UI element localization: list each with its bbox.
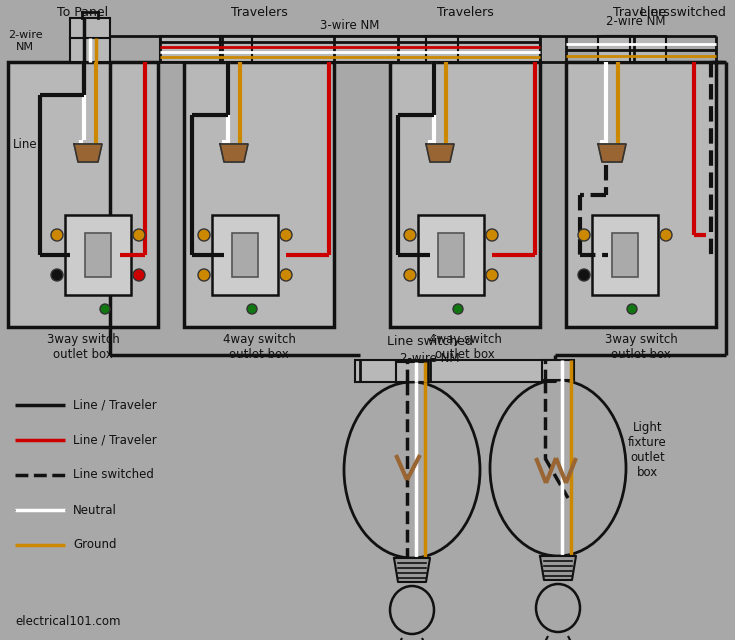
FancyBboxPatch shape xyxy=(212,215,278,295)
FancyBboxPatch shape xyxy=(598,36,630,62)
FancyBboxPatch shape xyxy=(85,233,111,277)
FancyBboxPatch shape xyxy=(542,360,574,380)
Circle shape xyxy=(453,304,463,314)
Text: Neutral: Neutral xyxy=(73,504,117,516)
Circle shape xyxy=(660,229,672,241)
Text: Line: Line xyxy=(13,138,37,152)
FancyBboxPatch shape xyxy=(396,362,428,382)
Text: 4way switch
outlet box: 4way switch outlet box xyxy=(429,333,501,361)
Circle shape xyxy=(51,269,63,281)
Text: Line / Traveler: Line / Traveler xyxy=(73,433,157,447)
Circle shape xyxy=(404,269,416,281)
Polygon shape xyxy=(426,144,454,162)
Text: Travelers: Travelers xyxy=(231,6,287,19)
Text: Light
fixture
outlet
box: Light fixture outlet box xyxy=(628,421,667,479)
Text: Ground: Ground xyxy=(73,538,117,552)
Polygon shape xyxy=(598,144,626,162)
Text: To Panel: To Panel xyxy=(57,6,109,19)
Circle shape xyxy=(578,269,590,281)
FancyBboxPatch shape xyxy=(220,36,252,62)
Text: Travelers: Travelers xyxy=(613,6,670,19)
FancyBboxPatch shape xyxy=(232,233,258,277)
Text: Line switched: Line switched xyxy=(640,6,726,19)
FancyBboxPatch shape xyxy=(355,360,555,382)
Polygon shape xyxy=(394,558,430,582)
Circle shape xyxy=(51,229,63,241)
Text: 3way switch
outlet box: 3way switch outlet box xyxy=(605,333,678,361)
Circle shape xyxy=(247,304,257,314)
FancyBboxPatch shape xyxy=(65,215,131,295)
FancyBboxPatch shape xyxy=(438,233,464,277)
Text: Line switched: Line switched xyxy=(387,335,473,348)
FancyBboxPatch shape xyxy=(70,38,110,62)
FancyBboxPatch shape xyxy=(70,18,110,40)
Circle shape xyxy=(280,229,292,241)
FancyBboxPatch shape xyxy=(566,62,716,327)
FancyBboxPatch shape xyxy=(418,215,484,295)
Circle shape xyxy=(198,269,210,281)
Circle shape xyxy=(578,229,590,241)
Circle shape xyxy=(404,229,416,241)
Text: Line switched: Line switched xyxy=(73,468,154,481)
FancyBboxPatch shape xyxy=(184,62,334,327)
Polygon shape xyxy=(540,556,576,580)
Circle shape xyxy=(486,269,498,281)
FancyBboxPatch shape xyxy=(612,233,638,277)
FancyBboxPatch shape xyxy=(606,36,666,62)
Circle shape xyxy=(627,304,637,314)
Text: 2-wire
NM: 2-wire NM xyxy=(8,30,43,52)
FancyBboxPatch shape xyxy=(8,62,158,327)
Circle shape xyxy=(100,304,110,314)
FancyBboxPatch shape xyxy=(390,62,540,327)
Circle shape xyxy=(280,269,292,281)
Text: electrical101.com: electrical101.com xyxy=(15,615,121,628)
Text: Travelers: Travelers xyxy=(437,6,493,19)
FancyBboxPatch shape xyxy=(160,36,540,62)
Text: 3way switch
outlet box: 3way switch outlet box xyxy=(46,333,119,361)
Text: Line / Traveler: Line / Traveler xyxy=(73,399,157,412)
FancyBboxPatch shape xyxy=(426,36,458,62)
FancyBboxPatch shape xyxy=(592,215,658,295)
Circle shape xyxy=(486,229,498,241)
Text: 2-wire NM: 2-wire NM xyxy=(606,15,666,28)
Text: 2-wire NM: 2-wire NM xyxy=(401,352,460,365)
Circle shape xyxy=(133,229,145,241)
Circle shape xyxy=(198,229,210,241)
Polygon shape xyxy=(74,144,102,162)
Text: 4way switch
outlet box: 4way switch outlet box xyxy=(223,333,295,361)
Polygon shape xyxy=(220,144,248,162)
Circle shape xyxy=(133,269,145,281)
Text: 3-wire NM: 3-wire NM xyxy=(320,19,380,32)
